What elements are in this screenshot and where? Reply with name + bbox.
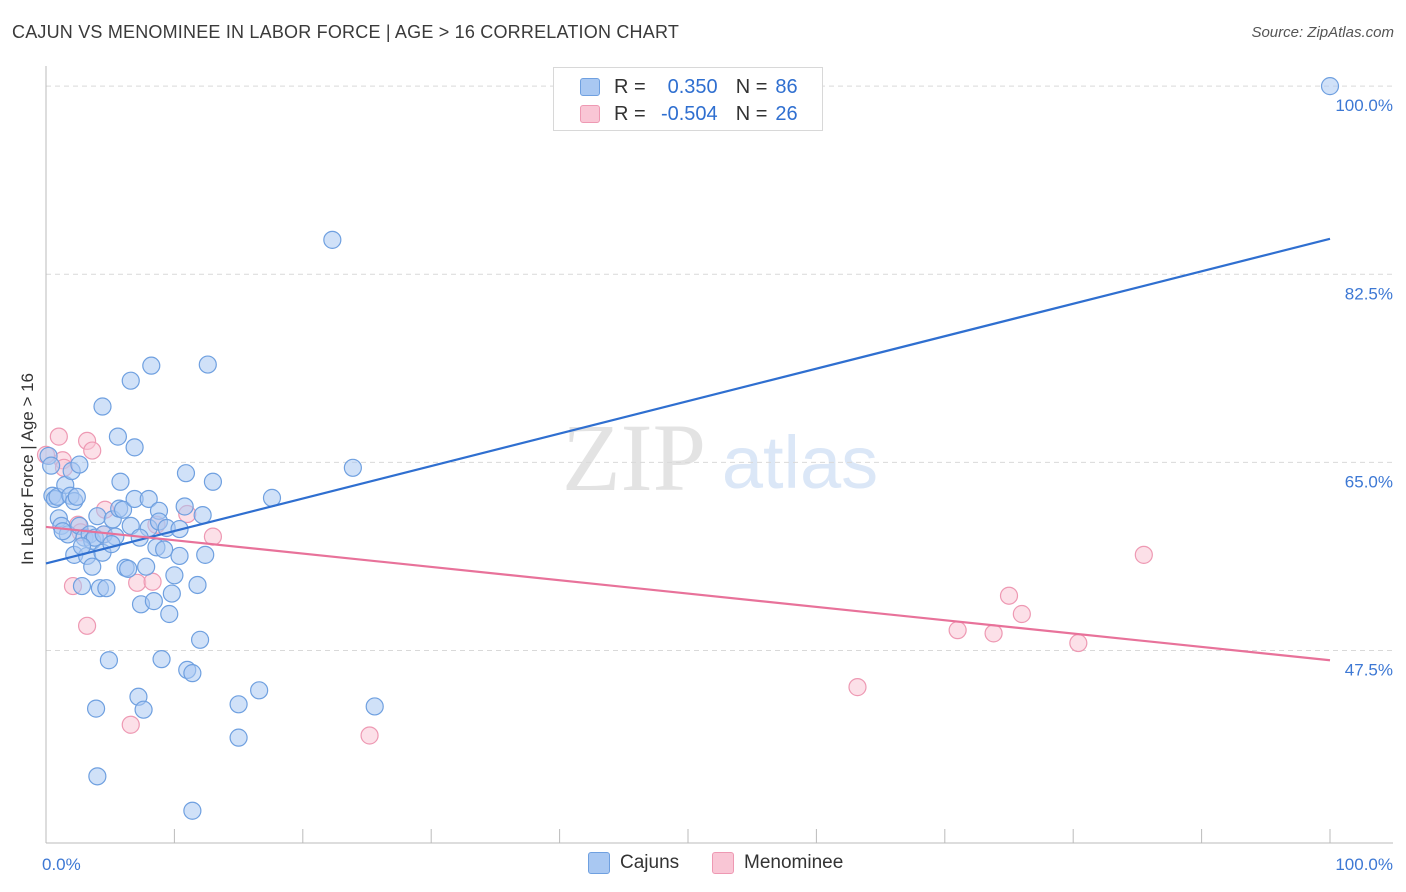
- series-legend: Cajuns Menominee: [0, 852, 1406, 878]
- menominee-legend-swatch: [712, 852, 734, 874]
- menominee-trend-line: [45, 525, 1331, 662]
- cajuns-point: [97, 579, 116, 598]
- menominee-point: [1134, 545, 1153, 564]
- legend-item-menominee: Menominee: [712, 852, 843, 874]
- cajuns-point: [99, 651, 119, 670]
- menominee-point: [360, 726, 379, 745]
- cajuns-point: [93, 397, 112, 416]
- legend-row-menominee: R = -0.504 N = 26: [580, 101, 798, 127]
- x-tick-label: 100.0%: [1335, 855, 1393, 874]
- chart-title: CAJUN VS MENOMINEE IN LABOR FORCE | AGE …: [12, 22, 680, 42]
- cajuns-n-value: 86: [775, 75, 798, 98]
- n-label: N =: [735, 102, 768, 125]
- cajuns-point: [113, 500, 133, 519]
- cajuns-trend-line: [45, 237, 1331, 565]
- menominee-r-value: -0.504: [660, 102, 718, 125]
- cajuns-legend-label: Cajuns: [620, 852, 680, 873]
- cajuns-point: [155, 540, 174, 559]
- menominee-point: [948, 621, 967, 640]
- cajuns-point: [119, 559, 138, 578]
- cajuns-point: [42, 456, 61, 475]
- cajuns-point: [67, 487, 86, 506]
- legend-item-cajuns: Cajuns: [588, 852, 679, 874]
- y-tick-label: 47.5%: [1345, 661, 1393, 680]
- menominee-point: [999, 586, 1019, 605]
- menominee-point: [984, 624, 1003, 643]
- cajuns-point: [139, 489, 158, 509]
- cajuns-point: [198, 355, 217, 374]
- watermark-atlas: atlas: [722, 421, 878, 504]
- legend-row-cajuns: R = 0.350 N = 86: [580, 74, 798, 100]
- cajuns-point: [125, 438, 144, 457]
- cajuns-point: [160, 604, 179, 624]
- cajuns-point: [70, 455, 89, 474]
- cajuns-swatch: [580, 78, 600, 96]
- cajuns-r-value: 0.350: [667, 75, 718, 98]
- cajuns-point: [88, 507, 107, 526]
- menominee-point: [77, 616, 97, 635]
- cajuns-point: [250, 681, 269, 700]
- cajuns-point: [53, 522, 72, 541]
- tick-labels: 47.5% 65.0% 82.5% 100.0% 0.0% 100.0%: [42, 96, 1393, 874]
- cajuns-point: [111, 472, 130, 491]
- r-label: R =: [614, 75, 646, 98]
- cajuns-point: [190, 630, 210, 649]
- cajuns-legend-swatch: [588, 852, 610, 874]
- menominee-point: [49, 427, 68, 446]
- cajuns-point: [134, 700, 153, 719]
- cajuns-point: [175, 497, 194, 516]
- menominee-point: [83, 441, 102, 460]
- cajuns-point: [86, 699, 106, 718]
- y-tick-label: 65.0%: [1345, 472, 1393, 491]
- cajuns-point: [1320, 77, 1340, 96]
- cajuns-point: [165, 566, 184, 585]
- menominee-point: [1069, 633, 1088, 653]
- menominee-point: [1012, 604, 1031, 624]
- n-label: N =: [735, 75, 768, 98]
- cajuns-point: [183, 664, 202, 683]
- cajuns-point: [365, 697, 384, 716]
- cajuns-point: [343, 458, 362, 477]
- cajuns-point: [203, 472, 223, 491]
- cajuns-point: [83, 557, 102, 576]
- menominee-point: [121, 715, 140, 734]
- cajuns-point: [229, 695, 248, 714]
- cajuns-point: [176, 464, 196, 483]
- menominee-point: [143, 572, 162, 591]
- cajuns-point: [193, 505, 212, 525]
- cajuns-point: [170, 546, 189, 566]
- cajuns-point: [152, 650, 171, 669]
- cajuns-point: [72, 576, 92, 596]
- correlation-legend: R = 0.350 N = 86 R = -0.504 N = 26: [553, 67, 823, 131]
- source-label: Source: ZipAtlas.com: [1251, 24, 1394, 41]
- grid-lines: [46, 85, 1393, 652]
- cajuns-point: [162, 584, 181, 603]
- axes: [45, 66, 1393, 844]
- cajuns-point: [323, 230, 342, 249]
- cajuns-point: [102, 535, 121, 554]
- cajuns-point: [137, 557, 156, 576]
- menominee-n-value: 26: [775, 102, 798, 125]
- y-tick-label: 82.5%: [1345, 284, 1393, 303]
- cajuns-point: [229, 728, 248, 747]
- menominee-legend-label: Menominee: [744, 852, 844, 873]
- r-label: R =: [614, 102, 646, 125]
- cajuns-point: [88, 767, 107, 786]
- cajuns-point: [188, 575, 207, 595]
- watermark: ZIP atlas: [562, 404, 878, 511]
- x-tick-label: 0.0%: [42, 855, 81, 874]
- cajuns-point: [142, 356, 161, 375]
- cajuns-point: [196, 545, 215, 564]
- cajuns-point: [108, 427, 128, 446]
- menominee-point: [848, 678, 867, 697]
- cajuns-points: [39, 77, 1340, 820]
- cajuns-point: [144, 592, 163, 611]
- trend-lines: [45, 237, 1331, 662]
- cajuns-point: [183, 801, 202, 820]
- y-tick-label: 100.0%: [1335, 96, 1393, 115]
- watermark-zip: ZIP: [562, 404, 706, 511]
- menominee-swatch: [580, 105, 600, 123]
- cajuns-point: [121, 371, 140, 390]
